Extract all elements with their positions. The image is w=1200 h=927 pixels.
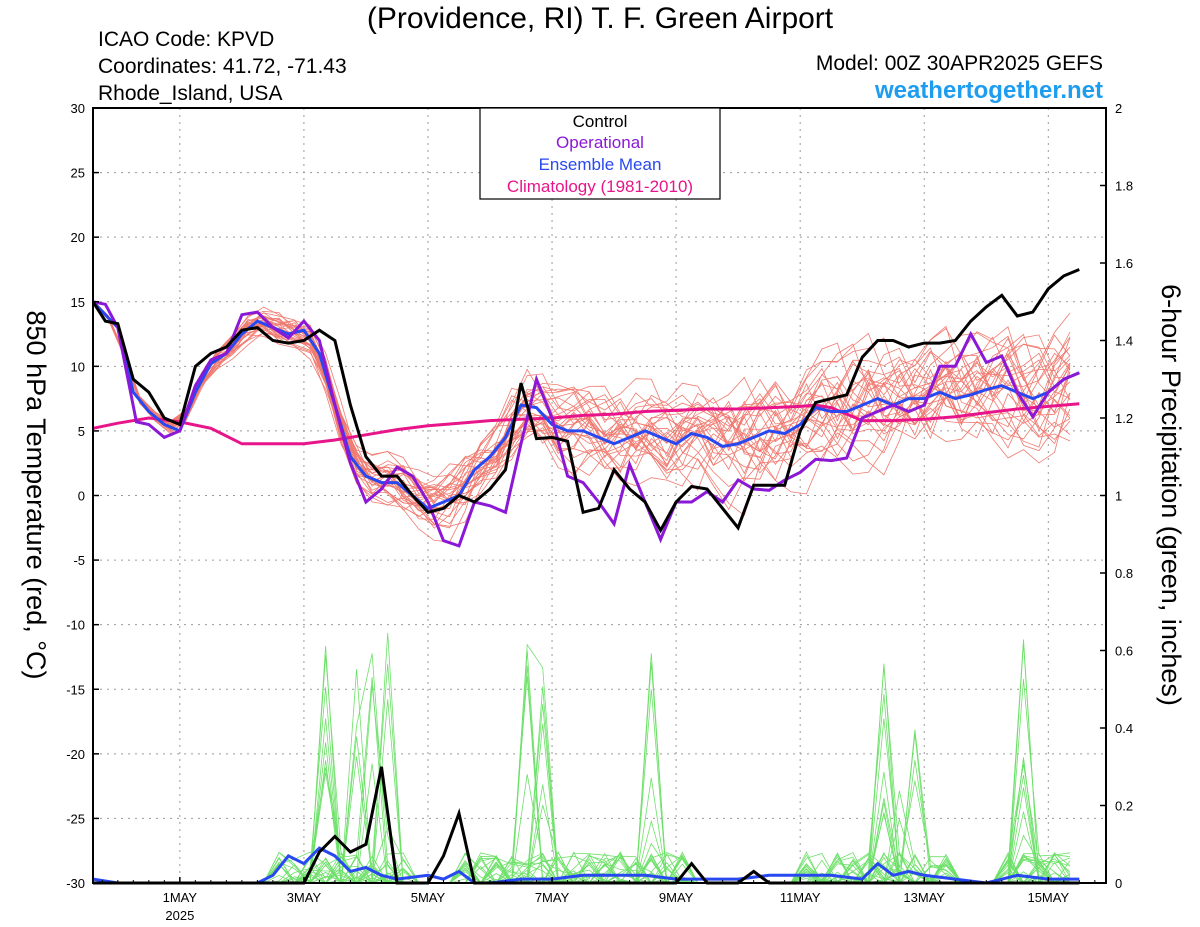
coordinates: Coordinates: 41.72, -71.43 [98, 55, 347, 78]
left-tick-label: -15 [66, 682, 85, 697]
left-tick-label: -20 [66, 747, 85, 762]
x-tick-label: 5MAY [411, 890, 446, 905]
right-tick-label: 1 [1115, 489, 1122, 504]
legend-ensemble-mean: Ensemble Mean [539, 155, 662, 174]
site-link[interactable]: weathertogether.net [874, 77, 1103, 104]
member-temp-line [92, 302, 1071, 491]
right-tick-label: 2 [1115, 101, 1122, 116]
left-tick-label: -10 [66, 618, 85, 633]
region: Rhode_Island, USA [98, 82, 283, 105]
x-tick-sublabel: 2025 [165, 908, 194, 923]
right-tick-label: 0 [1115, 876, 1122, 891]
icao-code: ICAO Code: KPVD [98, 28, 275, 51]
chart-title: (Providence, RI) T. F. Green Airport [366, 2, 834, 35]
left-tick-label: 25 [71, 166, 85, 181]
control-temp-line [91, 268, 1080, 534]
axis-ticks: 302520151050-5-10-15-20-25-3021.81.61.41… [66, 101, 1133, 923]
right-tick-label: 1.2 [1115, 411, 1133, 426]
legend-control: Control [573, 112, 628, 131]
right-tick-label: 1.8 [1115, 179, 1133, 194]
right-tick-label: 1.4 [1115, 334, 1133, 349]
right-tick-label: 0.4 [1115, 721, 1133, 736]
legend: Control Operational Ensemble Mean Climat… [479, 107, 721, 200]
left-tick-label: 30 [71, 101, 85, 116]
right-tick-label: 0.8 [1115, 566, 1133, 581]
right-axis-title: 6-hour Precipitation (green, inches) [1156, 284, 1186, 706]
x-tick-label: 7MAY [535, 890, 570, 905]
x-tick-label: 15MAY [1027, 890, 1069, 905]
legend-climatology: Climatology (1981-2010) [507, 177, 693, 196]
operational-temp-line [92, 300, 1080, 548]
x-tick-label: 3MAY [287, 890, 322, 905]
member-temp-line [92, 301, 1071, 495]
member-temp-line [92, 301, 1071, 499]
left-axis-title: 850 hPa Temperature (red, °C) [21, 311, 51, 680]
right-tick-label: 0.6 [1115, 644, 1133, 659]
x-tick-label: 13MAY [903, 890, 945, 905]
left-tick-label: 15 [71, 295, 85, 310]
member-temp-line [92, 300, 1071, 527]
left-tick-label: 20 [71, 230, 85, 245]
mean-temp-line [91, 300, 1080, 511]
right-tick-label: 1.6 [1115, 256, 1133, 271]
x-tick-label: 9MAY [659, 890, 694, 905]
right-tick-label: 0.2 [1115, 799, 1133, 814]
legend-operational: Operational [556, 133, 644, 152]
left-tick-label: 0 [78, 489, 85, 504]
member-temp-line [92, 301, 1071, 501]
model-run: Model: 00Z 30APR2025 GEFS [815, 52, 1103, 75]
member-temp-line [92, 300, 1071, 518]
legend-box [479, 107, 721, 200]
left-tick-label: 10 [71, 359, 85, 374]
x-tick-label: 11MAY [780, 890, 821, 905]
left-tick-label: -30 [66, 876, 85, 891]
climatology-line [92, 402, 1080, 446]
x-tick-label: 1MAY [163, 890, 198, 905]
left-tick-label: -25 [66, 811, 85, 826]
left-tick-label: 5 [78, 424, 85, 439]
left-tick-label: -5 [73, 553, 85, 568]
